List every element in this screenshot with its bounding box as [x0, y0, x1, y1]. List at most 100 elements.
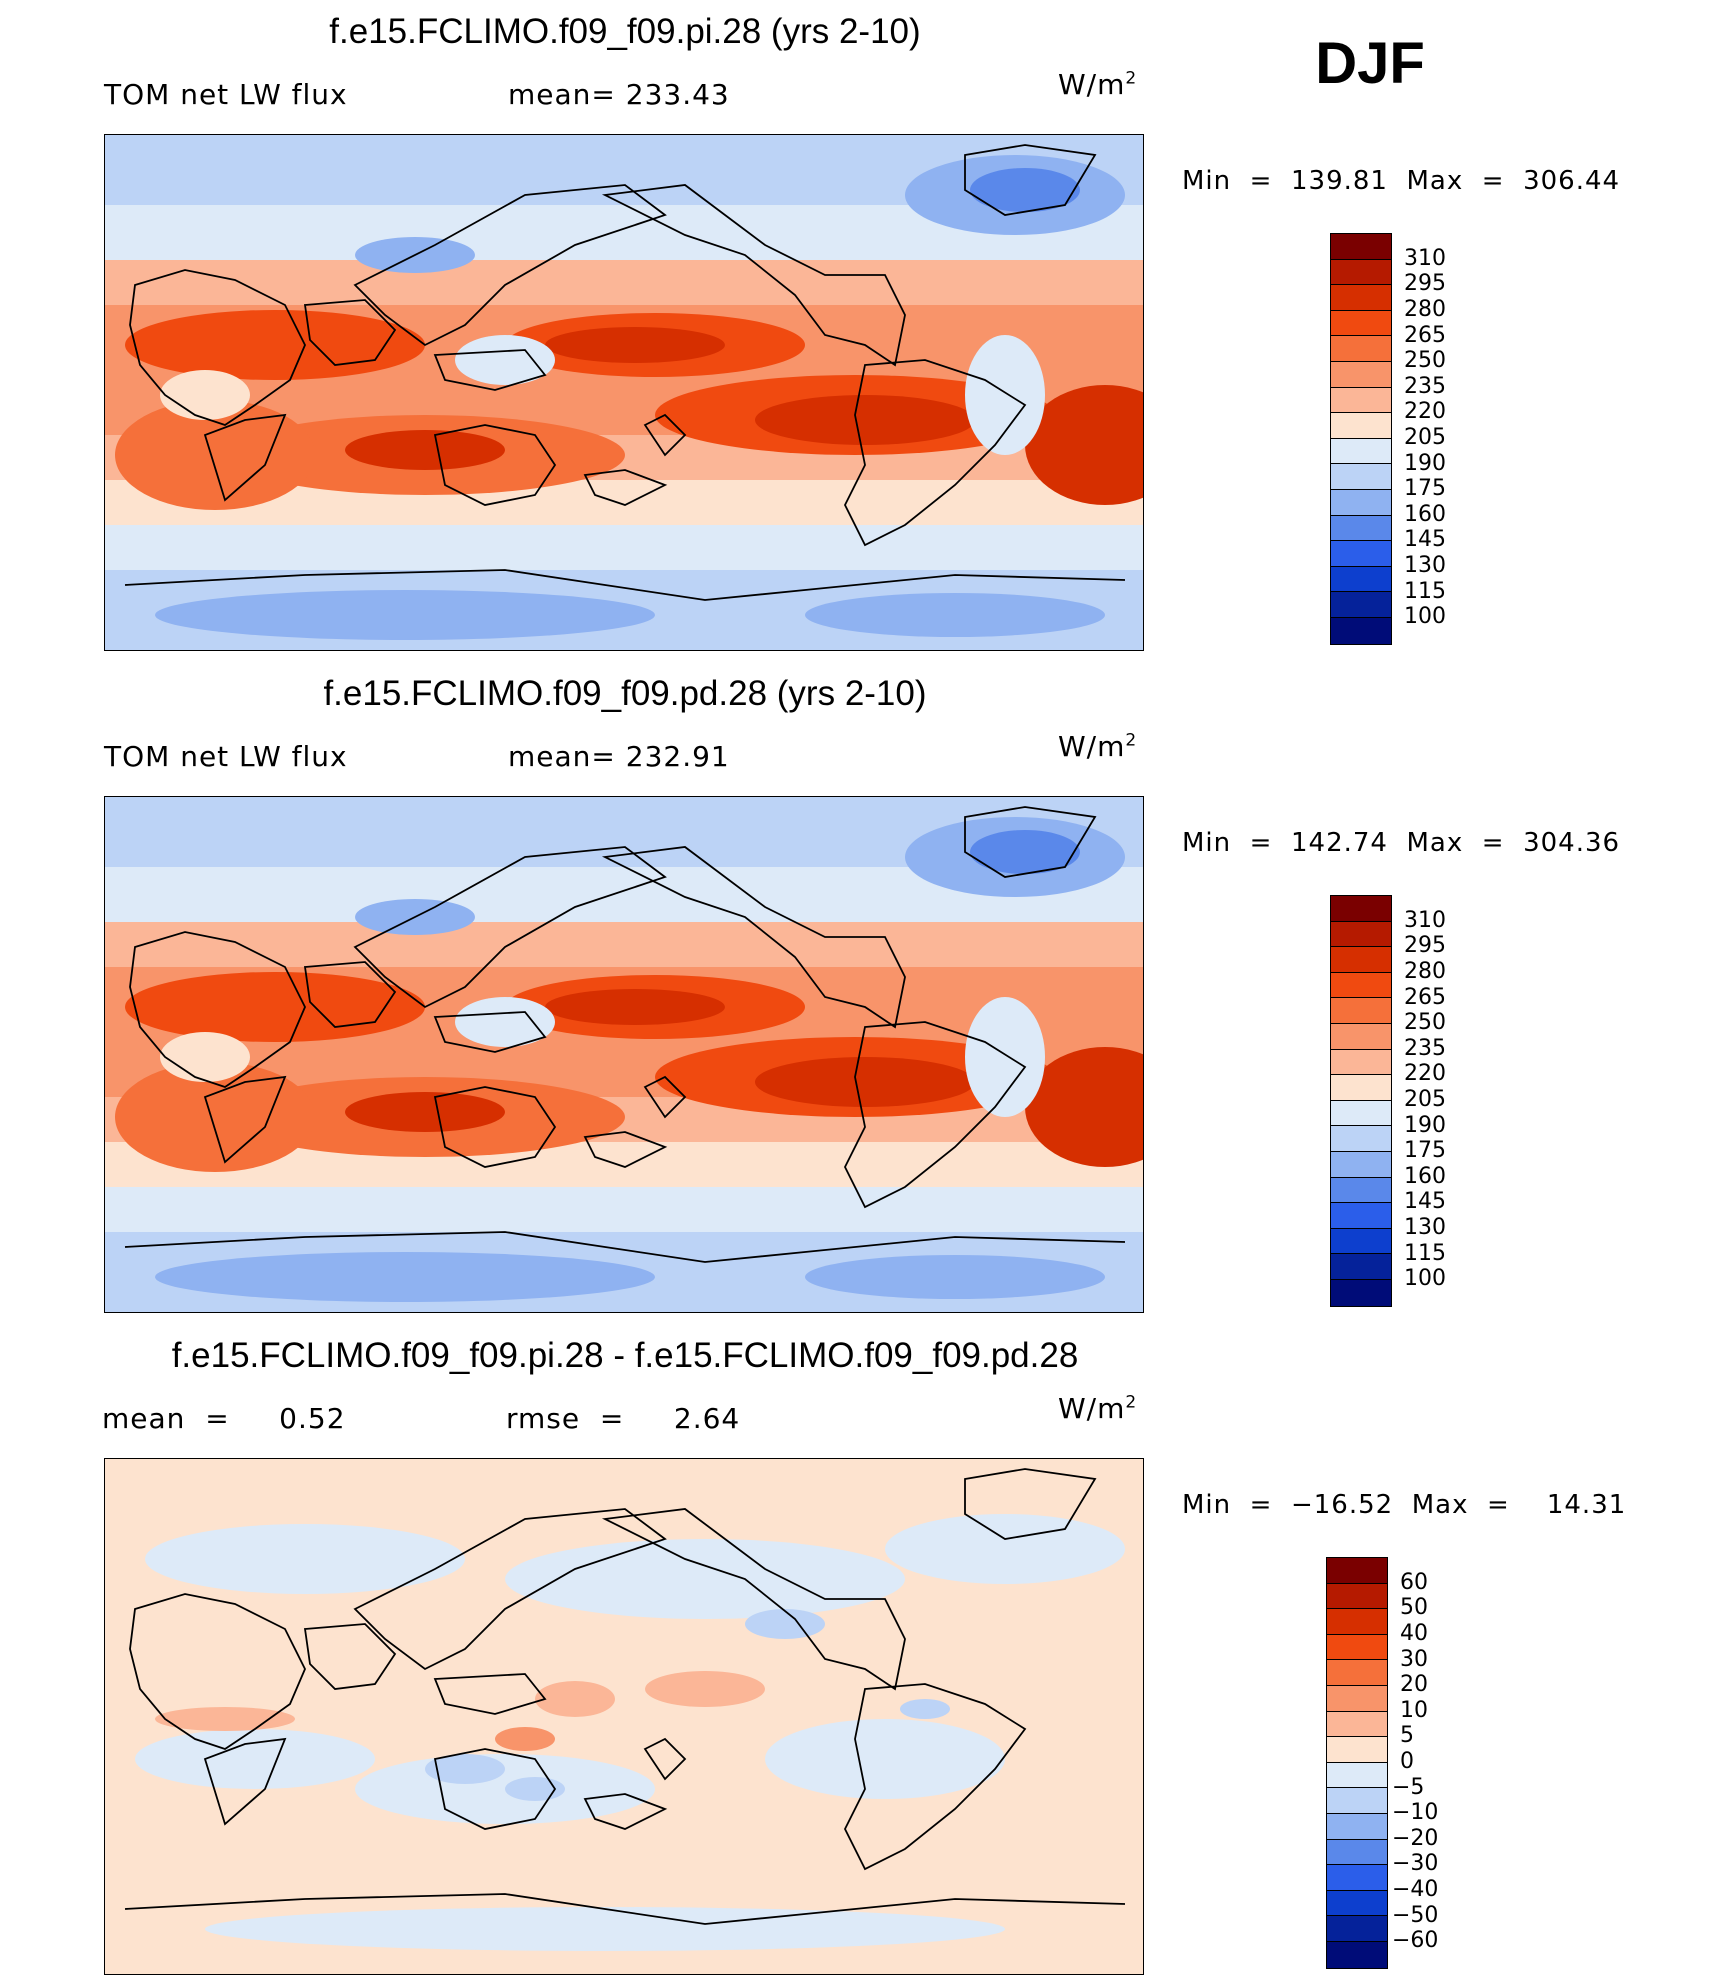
colorbar-box [1331, 234, 1391, 260]
panel-1-title: f.e15.FCLIMO.f09_f09.pi.28 (yrs 2-10) [329, 12, 921, 51]
colorbar-box [1331, 617, 1391, 644]
colorbar-box [1327, 1583, 1387, 1610]
colorbar-tick-label: 190 [1404, 1112, 1446, 1138]
colorbar-box [1331, 361, 1391, 388]
colorbar-tick-label: 265 [1404, 322, 1446, 348]
colorbar-tick-label: 235 [1404, 373, 1446, 399]
colorbar-box [1331, 1023, 1391, 1050]
colorbar-box [1331, 541, 1391, 567]
panel-2-colorbar [1330, 895, 1392, 1307]
panel-3-map-svg [105, 1459, 1143, 1974]
colorbar-tick-label: 310 [1404, 907, 1446, 933]
colorbar-box [1331, 259, 1391, 286]
panel-3-mean-label: mean = 0.52 [102, 1402, 346, 1435]
colorbar-box [1331, 1100, 1391, 1127]
colorbar-tick-label: 250 [1404, 348, 1446, 374]
panel-3-minmax: Min = −16.52 Max = 14.31 [1182, 1490, 1627, 1520]
panel-3-units-base: W/m [1058, 1392, 1126, 1425]
colorbar-box [1331, 336, 1391, 362]
colorbar-tick-label: 50 [1400, 1595, 1428, 1621]
colorbar-tick-label: 115 [1404, 1240, 1446, 1266]
colorbar-box [1331, 1279, 1391, 1306]
panel-1-units-exponent: 2 [1125, 68, 1138, 89]
colorbar-tick-label: 30 [1400, 1646, 1428, 1672]
colorbar-tick-label: 295 [1404, 271, 1446, 297]
panel-3-units-exponent: 2 [1125, 1392, 1138, 1413]
panel-2-units: W/m2 [1058, 730, 1137, 763]
colorbar-box [1331, 489, 1391, 516]
colorbar-tick-label: 310 [1404, 245, 1446, 271]
colorbar-box [1331, 998, 1391, 1024]
panel-3-rmse-label: rmse = 2.64 [506, 1402, 741, 1435]
panel-1-mean-label: mean= 233.43 [508, 78, 730, 111]
colorbar-tick-label: −20 [1392, 1825, 1439, 1851]
colorbar-tick-label: 145 [1404, 527, 1446, 553]
colorbar-tick-label: −60 [1392, 1928, 1439, 1954]
panel-1-colorbar [1330, 233, 1392, 645]
colorbar-box [1327, 1609, 1387, 1635]
colorbar-tick-label: 20 [1400, 1672, 1428, 1698]
panel-2-title: f.e15.FCLIMO.f09_f09.pd.28 (yrs 2-10) [323, 674, 927, 713]
colorbar-box [1327, 1916, 1387, 1942]
colorbar-tick-label: 115 [1404, 578, 1446, 604]
panel-3-colorbar [1326, 1557, 1388, 1969]
colorbar-box [1327, 1711, 1387, 1738]
colorbar-tick-label: 280 [1404, 297, 1446, 322]
colorbar-tick-label: 175 [1404, 476, 1446, 502]
colorbar-tick-label: 265 [1404, 984, 1446, 1010]
colorbar-tick-label: 280 [1404, 959, 1446, 984]
colorbar-box [1327, 1762, 1387, 1789]
colorbar-box [1331, 566, 1391, 593]
colorbar-tick-label: 130 [1404, 1215, 1446, 1240]
panel-2-mean-label: mean= 232.91 [508, 740, 730, 773]
colorbar-tick-label: 60 [1400, 1569, 1428, 1595]
colorbar-tick-label: −30 [1392, 1851, 1439, 1877]
colorbar-box [1331, 896, 1391, 922]
colorbar-box [1331, 921, 1391, 948]
colorbar-tick-label: 40 [1400, 1621, 1428, 1646]
colorbar-tick-label: 175 [1404, 1138, 1446, 1164]
colorbar-box [1331, 592, 1391, 618]
colorbar-box [1331, 464, 1391, 490]
panel-2-variable-label: TOM net LW flux [104, 740, 348, 773]
panel-1-units-base: W/m [1058, 68, 1126, 101]
panel-1-map-svg [105, 135, 1143, 650]
colorbar-box [1331, 515, 1391, 542]
colorbar-box [1331, 1228, 1391, 1255]
colorbar-box [1331, 1151, 1391, 1178]
colorbar-tick-label: 235 [1404, 1035, 1446, 1061]
colorbar-box [1331, 413, 1391, 439]
colorbar-box [1331, 1203, 1391, 1229]
colorbar-box [1327, 1865, 1387, 1891]
panel-3-title: f.e15.FCLIMO.f09_f09.pi.28 - f.e15.FCLIM… [171, 1336, 1079, 1375]
colorbar-tick-label: 190 [1404, 450, 1446, 476]
colorbar-box [1331, 947, 1391, 973]
colorbar-tick-label: 10 [1400, 1697, 1428, 1723]
colorbar-tick-label: 130 [1404, 553, 1446, 578]
colorbar-tick-label: 145 [1404, 1189, 1446, 1215]
colorbar-box [1327, 1634, 1387, 1661]
colorbar-box [1331, 310, 1391, 337]
panel-1-map [104, 134, 1144, 651]
panel-2-map [104, 796, 1144, 1313]
colorbar-tick-label: −40 [1392, 1877, 1439, 1902]
colorbar-box [1327, 1558, 1387, 1584]
panel-1-variable-label: TOM net LW flux [104, 78, 348, 111]
colorbar-tick-label: 220 [1404, 399, 1446, 425]
colorbar-tick-label: 220 [1404, 1061, 1446, 1087]
colorbar-box [1331, 285, 1391, 311]
colorbar-tick-label: 100 [1404, 604, 1446, 630]
colorbar-box [1331, 387, 1391, 414]
colorbar-box [1331, 1177, 1391, 1204]
colorbar-box [1327, 1839, 1387, 1866]
colorbar-tick-label: 100 [1404, 1266, 1446, 1292]
colorbar-box [1331, 1254, 1391, 1280]
colorbar-box [1331, 972, 1391, 999]
panel-1-units: W/m2 [1058, 68, 1137, 101]
colorbar-box [1327, 1788, 1387, 1814]
colorbar-box [1331, 1075, 1391, 1101]
colorbar-tick-label: 0 [1400, 1749, 1414, 1774]
colorbar-box [1327, 1737, 1387, 1763]
colorbar-tick-label: 160 [1404, 1163, 1446, 1189]
colorbar-box [1327, 1941, 1387, 1968]
